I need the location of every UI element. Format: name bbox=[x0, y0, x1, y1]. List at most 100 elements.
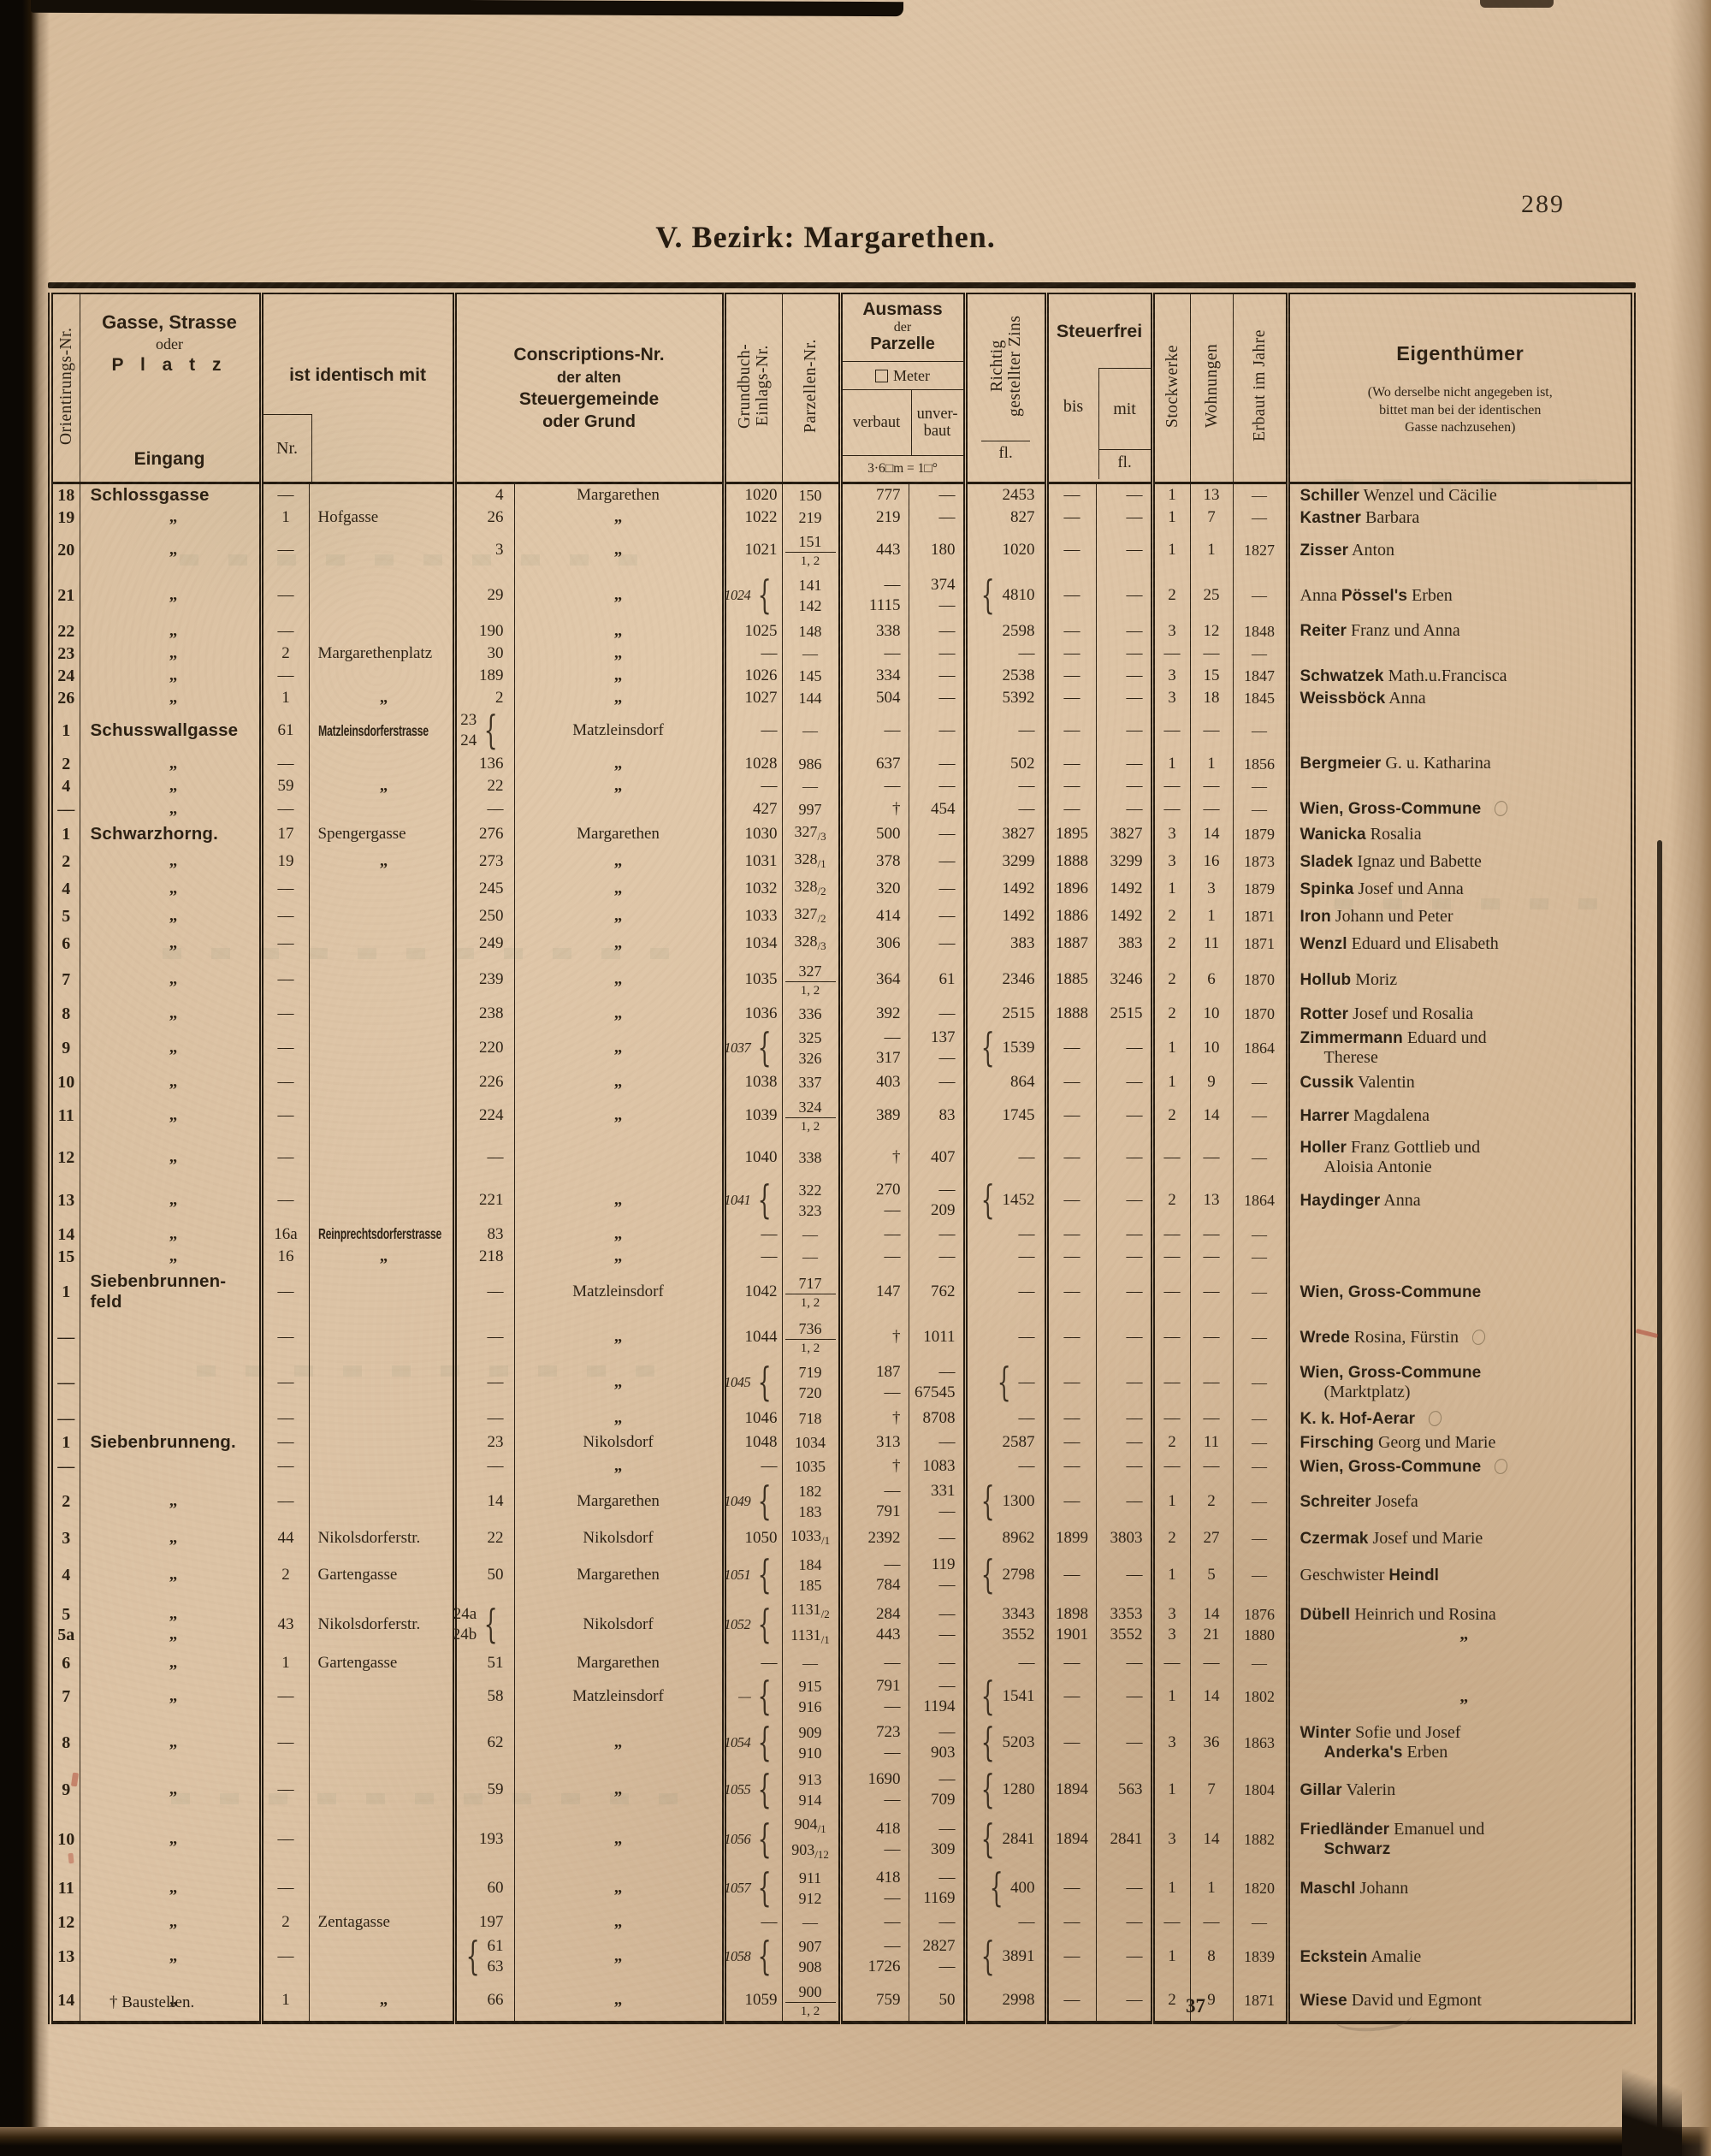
cell-v: 418— bbox=[838, 1866, 909, 1910]
cell-w: 10 bbox=[1189, 1026, 1234, 1070]
table-row: — — — „ —1035 † 1083— — — — — — Wien, Gross-Commune bbox=[50, 1454, 1633, 1478]
cell-own: Spinka Josef und Anna bbox=[1285, 875, 1633, 903]
cell-bi: — bbox=[1044, 483, 1097, 506]
cell-c: — bbox=[452, 1268, 515, 1316]
cell-gm: „ bbox=[513, 1094, 725, 1137]
cell-z: 864 bbox=[962, 1070, 1047, 1094]
cell-i bbox=[308, 1866, 455, 1910]
cell-g: „ bbox=[79, 643, 261, 665]
cell-e: — bbox=[1232, 1137, 1288, 1178]
cell-m: — bbox=[1095, 1980, 1153, 2023]
cell-gb: 1051{ bbox=[721, 1552, 783, 1598]
cell-g bbox=[79, 1359, 261, 1407]
cell-bi: 1888 bbox=[1044, 848, 1097, 875]
cell-st: 1 bbox=[1150, 1866, 1191, 1910]
cell-c: 30 bbox=[452, 643, 515, 665]
cell-e: 1845 bbox=[1232, 687, 1288, 709]
cell-gm: „ bbox=[513, 1866, 725, 1910]
cell-v: 414 bbox=[838, 903, 909, 930]
cell-o: 24 bbox=[57, 666, 75, 685]
cell-i: „ bbox=[308, 775, 455, 797]
cell-own: Wien, Gross-Commune bbox=[1285, 1454, 1633, 1478]
cell-own: Cussik Valentin bbox=[1285, 1070, 1633, 1094]
cell-gb: 1049{ bbox=[721, 1478, 783, 1525]
cell-e: 1870 bbox=[1232, 957, 1288, 1002]
cell-v: 2392 bbox=[838, 1525, 909, 1552]
cell-i bbox=[308, 1454, 455, 1478]
cell-gb: 1033 bbox=[721, 903, 783, 930]
cell-pz: 148 bbox=[781, 619, 841, 643]
cell-gm: „ bbox=[513, 1719, 725, 1767]
cell-o: 2 bbox=[62, 852, 71, 871]
cell-v: 777 bbox=[838, 483, 909, 506]
cell-g bbox=[79, 1454, 261, 1478]
cell-z: — bbox=[962, 1651, 1047, 1674]
table-row: 13 „ —221 „ 1041{322 323 270— —209{1452— —2 13 186… bbox=[50, 1178, 1633, 1223]
cell-o: 2 bbox=[62, 754, 71, 773]
cell-pz: 328/1 bbox=[781, 848, 841, 875]
cell-v: † bbox=[838, 797, 909, 820]
cell-v: —791 bbox=[838, 1478, 909, 1525]
cell-g: Schwarzhorng. bbox=[79, 820, 261, 848]
cell-e: — bbox=[1232, 775, 1288, 797]
cell-w: 2 bbox=[1189, 1478, 1234, 1525]
cell-g: „ bbox=[79, 930, 261, 957]
cell-m: — bbox=[1095, 752, 1153, 775]
table-row: 8 „ —62 „ 1054{909 910 723— —903{5203— —3 36 1863 W… bbox=[50, 1719, 1633, 1767]
cell-own: Kastner Barbara bbox=[1285, 506, 1633, 529]
cell-g: „ bbox=[79, 1137, 261, 1178]
cell-gb: 1022 bbox=[721, 506, 783, 529]
cell-z: 502 bbox=[962, 752, 1047, 775]
cell-gb: 1031 bbox=[721, 848, 783, 875]
col-header-wohnungen: Wohnungen bbox=[1189, 293, 1234, 484]
cell-w: 9 bbox=[1189, 1980, 1234, 2023]
cell-c: 66 bbox=[452, 1980, 515, 2023]
cell-gm: Margarethen bbox=[513, 1478, 725, 1525]
cell-w: 14 bbox=[1189, 820, 1234, 848]
cell-gb: 1057{ bbox=[721, 1866, 783, 1910]
cell-w: 1 bbox=[1189, 529, 1234, 572]
cell-bi: — bbox=[1044, 529, 1097, 572]
cell-u: — bbox=[908, 643, 966, 665]
cell-g: Siebenbrunnen- feld bbox=[79, 1268, 261, 1316]
cell-c: 59 bbox=[452, 1767, 515, 1813]
cell-e: — bbox=[1232, 1246, 1288, 1268]
cell-v: † bbox=[838, 1316, 909, 1359]
cell-v: 313 bbox=[838, 1430, 909, 1454]
cell-bi: — bbox=[1044, 1094, 1097, 1137]
cell-st: 1 bbox=[1150, 506, 1191, 529]
cell-st: — bbox=[1150, 1223, 1191, 1246]
col-header-eigenthuemer: Eigenthümer (Wo derselbe nicht angegeben… bbox=[1285, 293, 1633, 484]
cell-i bbox=[308, 903, 455, 930]
cell-g: „ bbox=[79, 1002, 261, 1026]
cell-st: 1 bbox=[1150, 1934, 1191, 1980]
cell-gb: —{ bbox=[721, 1674, 783, 1719]
cell-n: — bbox=[258, 665, 309, 687]
table-row: 11 „ —224 „ 1039 324 1, 2 389 83 1745— —2 14— Harrer… bbox=[50, 1094, 1633, 1137]
cell-st: 3 bbox=[1150, 687, 1191, 709]
page-corner-shadow bbox=[1622, 2026, 1682, 2156]
cell-gb: 1048 bbox=[721, 1430, 783, 1454]
cell-gb: — bbox=[721, 643, 783, 665]
cell-st: 2 bbox=[1150, 930, 1191, 957]
cell-w: 1 bbox=[1189, 752, 1234, 775]
cell-n: 1 bbox=[258, 506, 309, 529]
cell-own: Wien, Gross-Commune bbox=[1285, 797, 1633, 820]
cell-bi: — bbox=[1044, 1478, 1097, 1525]
cell-o: 13 bbox=[57, 1191, 75, 1210]
cell-pz: — bbox=[781, 1651, 841, 1674]
cell-g: „ bbox=[79, 506, 261, 529]
cell-pz: 719 720 bbox=[781, 1359, 841, 1407]
cell-w: 13 bbox=[1189, 483, 1234, 506]
cell-z: {— bbox=[962, 1359, 1047, 1407]
cell-v: — bbox=[838, 643, 909, 665]
cell-own: Zisser Anton bbox=[1285, 529, 1633, 572]
cell-gm: „ bbox=[513, 957, 725, 1002]
cell-w: 6 bbox=[1189, 957, 1234, 1002]
cell-c: 50 bbox=[452, 1552, 515, 1598]
cell-n: — bbox=[258, 797, 309, 820]
cell-o: 18 bbox=[57, 486, 75, 505]
cell-own: K. k. Hof-Aerar bbox=[1285, 1407, 1633, 1430]
cell-g: „ bbox=[79, 1651, 261, 1674]
cell-e: 1879 bbox=[1232, 875, 1288, 903]
